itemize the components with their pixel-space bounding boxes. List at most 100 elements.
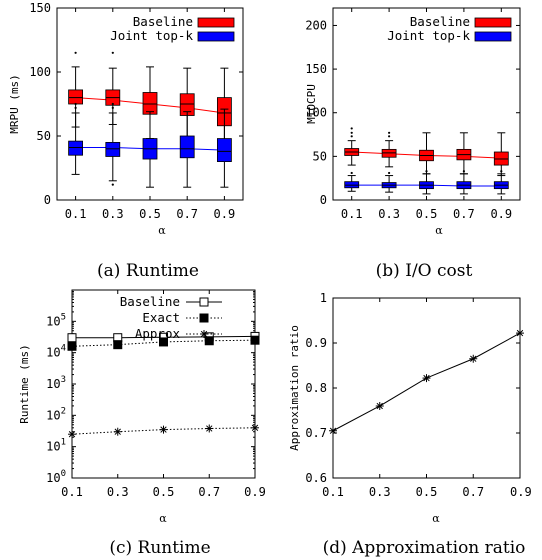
point-stroke xyxy=(423,374,430,382)
outlier xyxy=(350,135,353,138)
point xyxy=(469,354,478,363)
x-axis-label: α xyxy=(432,512,440,525)
x-tick-label: 0.3 xyxy=(369,485,391,499)
series-approx xyxy=(68,423,259,439)
y-axis-label: MIOCPU xyxy=(305,84,318,124)
y-tick-label: 0.8 xyxy=(305,381,327,395)
x-tick-label: 0.3 xyxy=(107,485,129,499)
legend-label: Baseline xyxy=(410,14,470,29)
y-axis-label: MRPU (ms) xyxy=(8,74,21,134)
series-baseline xyxy=(344,127,509,177)
legend-marker xyxy=(199,297,209,307)
y-tick-label: 200 xyxy=(305,18,327,32)
legend-label: Baseline xyxy=(120,294,180,309)
point-stroke xyxy=(114,428,121,435)
point xyxy=(68,430,76,439)
x-tick-label: 0.3 xyxy=(378,207,400,221)
x-tick-label: 0.1 xyxy=(65,207,87,221)
outlier xyxy=(74,102,77,106)
caption: (a) Runtime xyxy=(97,261,199,281)
box-body xyxy=(216,138,232,162)
plot-frame xyxy=(332,297,521,479)
y-tick-label: 105 xyxy=(46,312,66,328)
point-stroke xyxy=(251,424,259,431)
box xyxy=(419,170,434,195)
y-tick-label: 0.7 xyxy=(305,426,327,440)
series-exact xyxy=(67,335,260,351)
y-axis-label: Runtime (ms) xyxy=(18,344,31,423)
y-tick-label: 150 xyxy=(29,1,51,15)
legend-label: Baseline xyxy=(133,14,193,29)
box xyxy=(493,132,509,177)
caption: (b) I/O cost xyxy=(376,261,473,281)
point xyxy=(205,424,214,433)
outlier xyxy=(500,170,503,173)
legend-swatch xyxy=(197,31,235,42)
point xyxy=(204,336,214,346)
box xyxy=(419,132,434,175)
y-tick-label: 0 xyxy=(320,193,327,207)
legend-swatch xyxy=(197,17,235,28)
outlier xyxy=(425,170,428,173)
legend-swatch xyxy=(474,17,512,28)
series-approximation-ratio xyxy=(329,329,524,435)
point-stroke xyxy=(470,355,477,362)
panel-2: 0 50 100 150 200 0.1 0.3 0.5 0.7 0.9 MIOCPU α Baseli… xyxy=(305,7,521,237)
point-stroke xyxy=(376,402,383,410)
box xyxy=(68,102,83,175)
y-tick-label: 100 xyxy=(305,106,327,120)
x-tick-label: 0.5 xyxy=(416,485,438,499)
outlier xyxy=(462,170,465,173)
outlier xyxy=(111,106,114,109)
box xyxy=(344,127,360,166)
y-tick-label: 0 xyxy=(44,193,51,207)
y-tick-label: 0.9 xyxy=(305,336,327,350)
box-body xyxy=(105,141,121,157)
outlier xyxy=(74,106,77,109)
box-body xyxy=(68,140,83,156)
box xyxy=(456,132,472,175)
legend-marker xyxy=(199,313,209,323)
box xyxy=(344,171,360,192)
box xyxy=(142,111,158,188)
legend-swatch xyxy=(474,31,512,42)
x-tick-label: 0.9 xyxy=(214,207,236,221)
x-tick-label: 0.5 xyxy=(153,485,175,499)
box-body xyxy=(68,89,83,105)
box xyxy=(456,170,472,195)
outlier xyxy=(350,127,353,130)
panel-1: 0 50 100 150 0.1 0.3 0.5 0.7 0.9 MRPU (ms) α Baseli… xyxy=(8,1,244,237)
y-tick-label: 104 xyxy=(46,344,66,360)
outlier xyxy=(111,183,114,186)
outlier xyxy=(388,131,391,134)
x-tick-label: 0.7 xyxy=(462,485,484,499)
point xyxy=(422,374,431,383)
point xyxy=(67,341,77,351)
x-tick-label: 0.9 xyxy=(510,485,532,499)
point xyxy=(329,426,337,435)
y-tick-label: 150 xyxy=(305,62,327,76)
x-axis-label: α xyxy=(435,224,443,237)
point xyxy=(251,423,259,432)
legend-label: Approx xyxy=(135,326,181,341)
point xyxy=(159,337,168,347)
point xyxy=(375,402,384,410)
x-tick-label: 0.7 xyxy=(176,207,198,221)
series-joint-top-k xyxy=(68,102,232,188)
x-tick-label: 0.5 xyxy=(416,207,438,221)
outlier xyxy=(388,135,391,138)
box xyxy=(381,131,397,168)
legend-label: Exact xyxy=(142,310,180,325)
box xyxy=(381,171,397,193)
y-tick-label: 50 xyxy=(313,149,327,163)
point-stroke xyxy=(206,425,213,432)
y-tick-label: 0.6 xyxy=(305,471,327,485)
point-stroke xyxy=(68,431,76,438)
box xyxy=(105,102,121,186)
box-body xyxy=(179,135,195,159)
x-tick-label: 0.7 xyxy=(453,207,475,221)
outlier xyxy=(388,171,391,175)
